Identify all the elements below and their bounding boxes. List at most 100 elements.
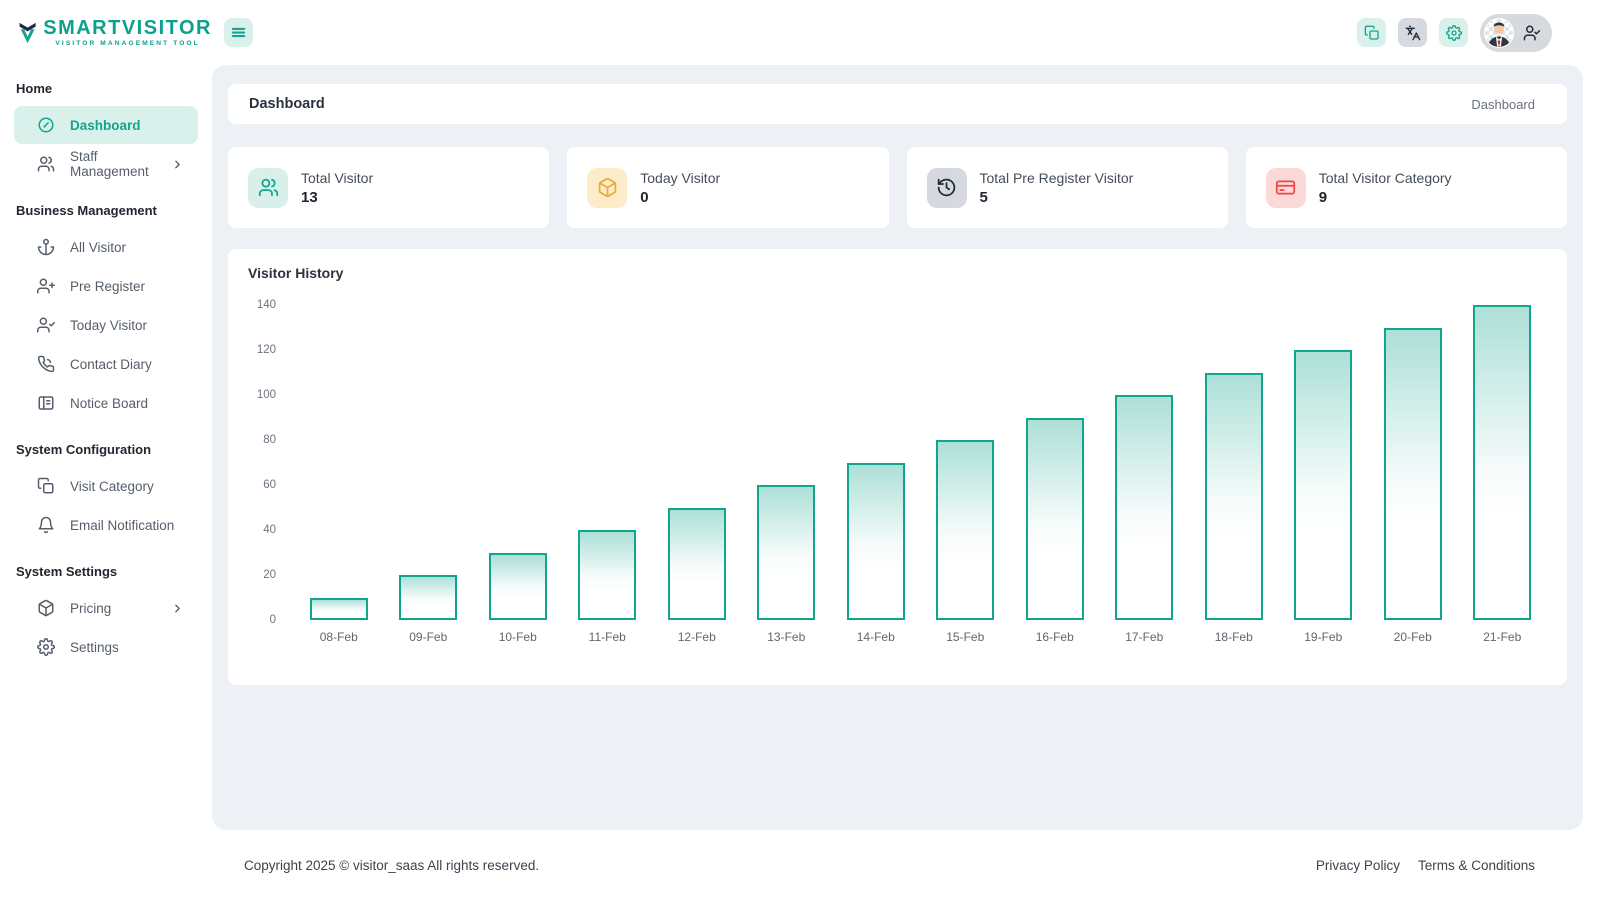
bar-15-Feb — [936, 440, 995, 620]
sidebar-item-staff-management[interactable]: Staff Management — [14, 145, 198, 183]
users-icon — [37, 155, 55, 173]
sidebar-section-system-settings: System Settings Pricing Settings — [0, 560, 212, 666]
gauge-icon — [37, 116, 55, 134]
package-icon — [37, 599, 55, 617]
bar-slot — [742, 305, 832, 620]
topbar-actions — [1357, 13, 1552, 52]
stat-label: Total Pre Register Visitor — [979, 169, 1134, 186]
stats-row: Total Visitor 13 Today Visitor 0 Total P… — [228, 147, 1567, 228]
sidebar-item-visit-category[interactable]: Visit Category — [14, 467, 198, 505]
bar-08-Feb — [309, 597, 368, 620]
x-tick-label: 18-Feb — [1214, 630, 1253, 644]
x-tick-label: 12-Feb — [677, 630, 716, 644]
breadcrumb[interactable]: Dashboard — [1471, 96, 1535, 112]
sidebar-item-pricing[interactable]: Pricing — [14, 589, 198, 627]
copyright-text: Copyright 2025 © visitor_saas All rights… — [244, 857, 540, 873]
sidebar-item-label: Settings — [70, 639, 119, 655]
terms-conditions-link[interactable]: Terms & Conditions — [1417, 857, 1535, 873]
sidebar-item-settings[interactable]: Settings — [14, 628, 198, 666]
sidebar-item-today-visitor[interactable]: Today Visitor — [14, 306, 198, 344]
visitor-history-chart-card: Visitor History 0 20 40 60 80 100 120 140 08-Fe… — [228, 249, 1567, 685]
bar-slot — [831, 305, 921, 620]
clock-history-icon — [926, 167, 967, 208]
bar-09-Feb — [399, 575, 458, 620]
x-tick-label: 10-Feb — [498, 630, 537, 644]
sidebar-item-label: Staff Management — [70, 149, 149, 179]
sidebar-section-system-configuration: System Configuration Visit Category Emai… — [0, 438, 212, 544]
footer-links: Privacy Policy Terms & Conditions — [1316, 858, 1535, 873]
x-tick-label: 20-Feb — [1393, 630, 1432, 644]
bell-icon — [37, 516, 55, 534]
sidebar-item-label: Notice Board — [70, 395, 149, 411]
section-title: System Settings — [16, 564, 118, 579]
y-tick-label: 60 — [263, 479, 276, 491]
stat-value: 0 — [640, 188, 649, 206]
main-content: Dashboard Dashboard Total Visitor 13 Tod… — [212, 65, 1583, 830]
y-tick-label: 40 — [263, 524, 276, 536]
top-bar: SMARTVISITOR VISITOR MANAGEMENT TOOL — [0, 0, 1600, 65]
y-tick-label: 80 — [263, 434, 276, 446]
user-menu[interactable] — [1480, 13, 1552, 52]
stat-label: Today Visitor — [640, 169, 721, 186]
sidebar-item-notice-board[interactable]: Notice Board — [14, 384, 198, 422]
y-tick-label: 100 — [256, 389, 276, 401]
privacy-policy-link[interactable]: Privacy Policy — [1315, 857, 1400, 873]
sidebar-item-contact-diary[interactable]: Contact Diary — [14, 345, 198, 383]
user-plus-icon — [37, 277, 55, 295]
bar-slot — [1010, 305, 1100, 620]
sidebar-item-dashboard[interactable]: Dashboard — [14, 106, 198, 144]
bar-14-Feb — [846, 462, 905, 620]
sidebar-item-label: Email Notification — [70, 517, 175, 533]
bar-slot — [1100, 305, 1190, 620]
sidebar-item-label: Pricing — [70, 600, 112, 616]
sidebar-section-home: Home Dashboard Staff Management — [0, 77, 212, 183]
x-tick-label: 19-Feb — [1304, 630, 1343, 644]
gear-icon — [37, 638, 55, 656]
page-header-card: Dashboard Dashboard — [228, 84, 1567, 124]
credit-card-icon — [1265, 167, 1306, 208]
sidebar-item-email-notification[interactable]: Email Notification — [14, 506, 198, 544]
phone-icon — [37, 355, 55, 373]
y-tick-label: 120 — [256, 344, 276, 356]
x-tick-label: 16-Feb — [1035, 630, 1074, 644]
x-tick-label: 21-Feb — [1483, 630, 1522, 644]
chart-title: Visitor History — [248, 265, 344, 281]
sidebar-toggle-button[interactable] — [224, 18, 253, 47]
stat-value: 5 — [979, 188, 988, 206]
page-title: Dashboard — [249, 96, 325, 112]
copy-icon — [1364, 25, 1379, 40]
sidebar-item-pre-register[interactable]: Pre Register — [14, 267, 198, 305]
x-tick-label: 08-Feb — [319, 630, 358, 644]
sidebar-item-label: Today Visitor — [70, 317, 148, 333]
language-button[interactable] — [1398, 18, 1427, 47]
sidebar: Home Dashboard Staff Management Business… — [0, 65, 212, 900]
stat-value: 13 — [301, 188, 318, 206]
sidebar-item-label: Dashboard — [70, 117, 141, 133]
settings-button[interactable] — [1439, 18, 1468, 47]
stat-label: Total Visitor Category — [1318, 169, 1452, 186]
stat-card-total-visitor-category: Total Visitor Category 9 — [1245, 147, 1567, 228]
stat-value: 9 — [1318, 188, 1328, 206]
board-icon — [37, 394, 55, 412]
bar-13-Feb — [757, 485, 816, 620]
brand-v-mark — [19, 22, 36, 43]
bar-slot — [563, 305, 653, 620]
bar-chart: 0 20 40 60 80 100 120 140 08-Feb 09-Feb 10-Feb 11-… — [248, 299, 1547, 644]
y-tick-label: 20 — [263, 569, 276, 581]
user-check-icon — [1523, 25, 1541, 40]
bar-slot — [652, 305, 742, 620]
chart-plot-area: 08-Feb 09-Feb 10-Feb 11-Feb 12-Feb 13-Feb 14-F… — [294, 305, 1547, 644]
bar-19-Feb — [1294, 350, 1353, 620]
brand-logo: SMARTVISITOR VISITOR MANAGEMENT TOOL — [18, 12, 212, 54]
anchor-icon — [37, 238, 55, 256]
x-tick-label: 14-Feb — [856, 630, 895, 644]
sidebar-item-all-visitor[interactable]: All Visitor — [14, 228, 198, 266]
clipboard-button[interactable] — [1357, 18, 1386, 47]
x-tick-label: 13-Feb — [767, 630, 806, 644]
chart-y-axis: 0 20 40 60 80 100 120 140 — [248, 299, 282, 626]
chevron-right-icon — [171, 158, 184, 171]
bar-slot — [294, 305, 384, 620]
y-tick-label: 0 — [269, 614, 276, 626]
sidebar-item-label: Contact Diary — [70, 356, 152, 372]
